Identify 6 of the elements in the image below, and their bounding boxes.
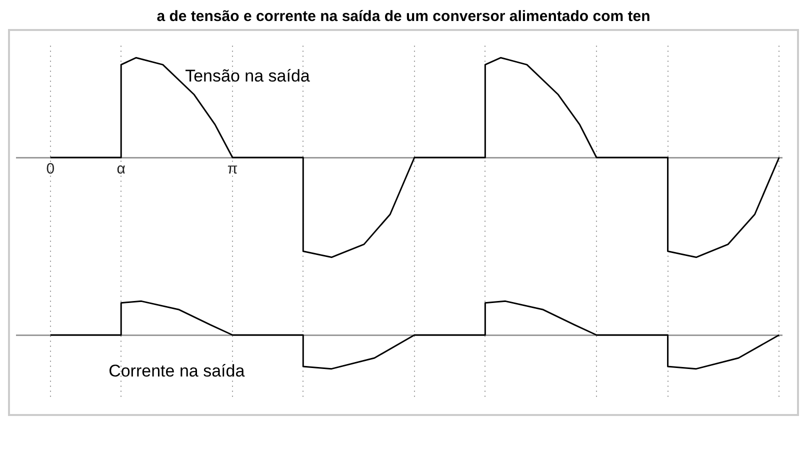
x-tick-label: 0 [46,160,55,178]
series-label: Tensão na saída [185,66,310,86]
x-tick-label: π [227,160,238,178]
series-label: Corrente na saída [108,361,246,380]
chart-title: a de tensão e corrente na saída de um conversor alimentado com ten [156,8,652,25]
x-tick-label: α [116,160,126,178]
